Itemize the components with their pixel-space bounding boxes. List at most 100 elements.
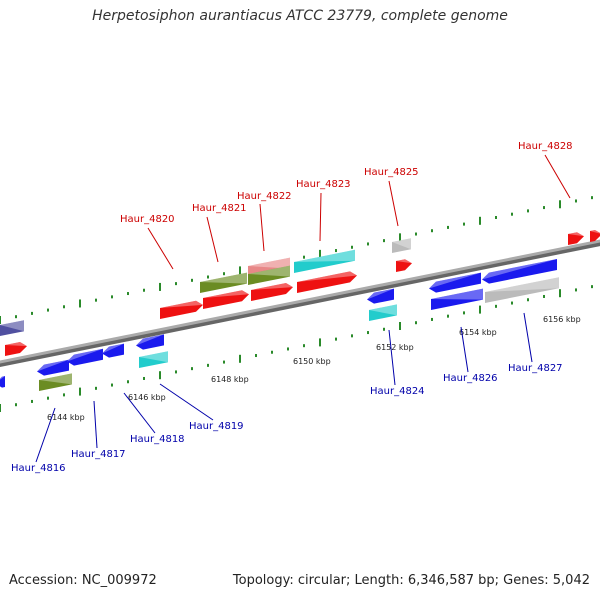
gene-label-Haur_4828[interactable]: Haur_4828 xyxy=(518,141,573,152)
gene-block-cyan-body xyxy=(369,304,397,321)
gene-block-grey-highlight xyxy=(392,238,411,250)
gene-label-Haur_4816[interactable]: Haur_4816 xyxy=(11,463,66,474)
gene-block-grey[interactable] xyxy=(485,277,559,303)
gene-block-purple[interactable] xyxy=(0,320,24,336)
gene-block-blue-highlight xyxy=(431,288,483,300)
gene-block-blue[interactable] xyxy=(429,272,481,293)
kbp-tick-label: 6152 kbp xyxy=(376,343,414,352)
gene-block-red-highlight xyxy=(160,300,203,308)
gene-block-blue-body xyxy=(431,288,483,310)
gene-block-blue-highlight xyxy=(429,272,481,289)
gene-label-Haur_4819[interactable]: Haur_4819 xyxy=(189,421,244,432)
gene-label-Haur_4820[interactable]: Haur_4820 xyxy=(120,214,175,225)
gene-block-red[interactable] xyxy=(396,259,412,272)
gene-block-cyan-body xyxy=(294,249,355,273)
gene-block-blue[interactable] xyxy=(67,348,103,366)
gene-block-cyan-highlight xyxy=(294,249,355,262)
kbp-tick-label: 6150 kbp xyxy=(293,357,331,366)
gene-block-red[interactable] xyxy=(251,283,293,301)
gene-block-cyan[interactable] xyxy=(369,304,397,321)
gene-block-blue[interactable] xyxy=(367,288,394,304)
leader-line xyxy=(544,154,571,199)
gene-block-blue[interactable] xyxy=(37,359,69,376)
gene-label-Haur_4817[interactable]: Haur_4817 xyxy=(71,449,126,460)
gene-block-red-highlight xyxy=(297,271,357,282)
gene-label-Haur_4822[interactable]: Haur_4822 xyxy=(237,191,292,202)
gene-block-blue-highlight xyxy=(37,359,69,372)
gene-block-blue-body xyxy=(37,359,69,376)
gene-block-cyan-highlight xyxy=(369,304,397,316)
gene-label-Haur_4827[interactable]: Haur_4827 xyxy=(508,363,563,374)
leader-line xyxy=(319,192,322,242)
gene-label-Haur_4826[interactable]: Haur_4826 xyxy=(443,373,498,384)
leader-line xyxy=(123,392,156,434)
gene-block-blue-highlight xyxy=(67,348,103,362)
gene-block-olive-body xyxy=(39,373,72,391)
leader-line xyxy=(147,227,174,270)
gene-block-red-body xyxy=(251,283,293,301)
gene-block-red-body xyxy=(203,290,249,309)
leader-line xyxy=(35,407,56,463)
gene-block-blue-left-body xyxy=(0,376,5,388)
gene-block-red-body xyxy=(160,300,203,319)
map-title: Herpetosiphon aurantiacus ATCC 23779, co… xyxy=(92,8,508,24)
gene-block-red-highlight xyxy=(203,290,249,298)
gene-block-red-body xyxy=(568,232,584,245)
gene-block-cyan-body xyxy=(139,351,168,368)
gene-label-Haur_4823[interactable]: Haur_4823 xyxy=(296,179,351,190)
leader-line xyxy=(388,180,399,227)
kbp-tick-label: 6144 kbp xyxy=(47,413,85,422)
gene-block-red[interactable] xyxy=(160,300,203,319)
gene-block-blue-highlight xyxy=(367,288,394,300)
gene-block-blue[interactable] xyxy=(431,288,483,310)
kbp-tick-label: 6148 kbp xyxy=(211,375,249,384)
kbp-tick-label: 6156 kbp xyxy=(543,315,581,324)
gene-block-red-highlight xyxy=(590,230,600,234)
gene-block-blue-highlight xyxy=(102,343,124,354)
gene-label-Haur_4821[interactable]: Haur_4821 xyxy=(192,203,247,214)
gene-block-grey-body xyxy=(485,277,559,303)
kbp-tick-label: 6154 kbp xyxy=(459,328,497,337)
gene-block-olive-body xyxy=(200,272,247,293)
gene-block-red-body xyxy=(297,271,357,293)
gene-block-blue[interactable] xyxy=(136,334,164,350)
gene-block-red-highlight xyxy=(396,259,412,264)
gene-block-red[interactable] xyxy=(203,290,249,309)
gene-block-red-left[interactable] xyxy=(5,342,27,356)
gene-block-purple-highlight xyxy=(0,320,24,332)
backbone-shadow xyxy=(0,239,600,368)
gene-block-red-body xyxy=(590,230,600,242)
gene-block-blue[interactable] xyxy=(482,259,557,284)
genome-stats-text: Topology: circular; Length: 6,346,587 bp… xyxy=(232,573,590,588)
gene-block-olive-highlight xyxy=(200,272,247,284)
gene-block-blue-body xyxy=(67,348,103,366)
gene-block-grey[interactable] xyxy=(392,238,411,253)
leader-line xyxy=(259,203,265,252)
gene-block-cyan[interactable] xyxy=(294,249,355,273)
kbp-tick-label: 6146 kbp xyxy=(128,393,166,402)
gene-block-blue-body xyxy=(429,272,481,293)
gene-block-olive[interactable] xyxy=(200,272,247,293)
gene-block-red[interactable] xyxy=(568,232,584,245)
gene-block-red[interactable] xyxy=(590,230,600,242)
gene-block-blue-body xyxy=(482,259,557,284)
gene-label-Haur_4825[interactable]: Haur_4825 xyxy=(364,167,419,178)
gene-block-red-highlight xyxy=(568,232,584,237)
gene-block-blue[interactable] xyxy=(102,343,124,358)
gene-block-cyan[interactable] xyxy=(139,351,168,368)
leader-line xyxy=(159,383,214,421)
gene-block-blue-left[interactable] xyxy=(0,376,5,388)
gene-block-blue-highlight xyxy=(482,259,557,280)
gene-block-red-left-highlight xyxy=(5,342,27,347)
gene-block-red[interactable] xyxy=(297,271,357,293)
genome-backbone xyxy=(0,239,600,364)
gene-block-olive-body xyxy=(248,265,290,285)
gene-label-Haur_4824[interactable]: Haur_4824 xyxy=(370,386,425,397)
gene-label-Haur_4818[interactable]: Haur_4818 xyxy=(130,434,185,445)
gene-block-blue-left-highlight xyxy=(0,376,5,380)
leader-line xyxy=(93,400,98,449)
leader-line xyxy=(523,312,533,363)
gene-block-olive[interactable] xyxy=(248,265,290,285)
gene-block-olive[interactable] xyxy=(39,373,72,391)
